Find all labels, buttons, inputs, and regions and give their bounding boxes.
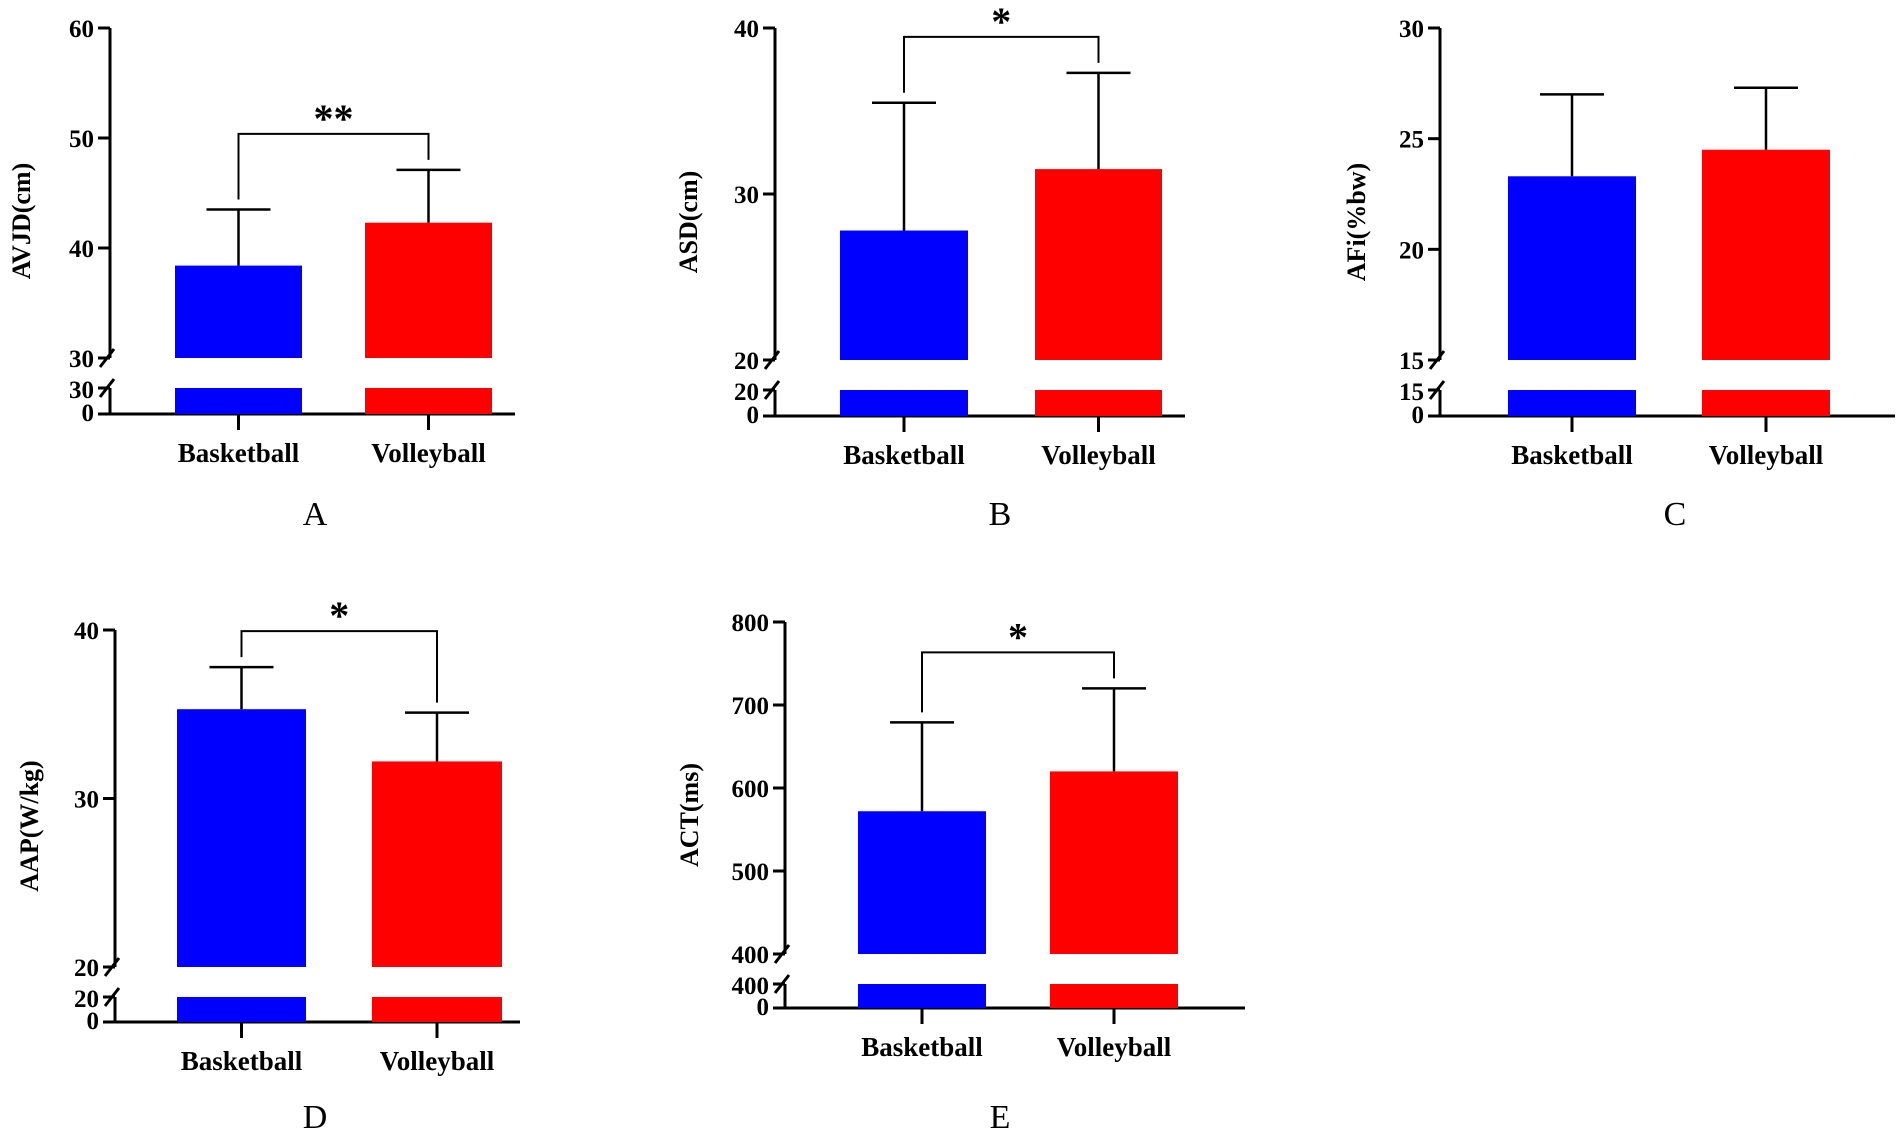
significance-marker: * xyxy=(1008,614,1028,659)
bar-lower-basketball xyxy=(175,388,302,414)
y-tick-label: 25 xyxy=(1399,127,1424,154)
y-tick-label: 30 xyxy=(69,346,94,373)
bar-volleyball xyxy=(1050,771,1178,954)
bar-lower-volleyball xyxy=(372,997,502,1022)
y-axis-label: AFi(%bw) xyxy=(1342,163,1371,281)
y-tick-label: 40 xyxy=(734,16,759,43)
bar-lower-volleyball xyxy=(1050,984,1178,1008)
y-tick-label: 20 xyxy=(74,955,99,982)
y-tick-label: 15 xyxy=(1399,379,1424,406)
y-tick-label: 400 xyxy=(732,973,770,1000)
x-tick-label: Volleyball xyxy=(1709,440,1824,470)
bar-lower-volleyball xyxy=(1702,390,1830,416)
bar-volleyball xyxy=(1035,169,1162,360)
y-tick-label: 20 xyxy=(734,379,759,406)
significance-bracket xyxy=(921,651,1115,713)
x-tick-label: Volleyball xyxy=(1057,1032,1172,1062)
y-tick-label: 400 xyxy=(732,942,770,969)
x-tick-label: Basketball xyxy=(1511,440,1633,470)
bar-basketball xyxy=(840,230,968,360)
panel-label: D xyxy=(303,1099,328,1136)
y-tick-label: 0 xyxy=(82,400,95,427)
x-tick-label: Basketball xyxy=(178,438,300,468)
panel-label: C xyxy=(1664,496,1687,533)
y-tick-label: 700 xyxy=(732,693,770,720)
bar-volleyball xyxy=(372,761,502,967)
y-tick-label: 15 xyxy=(1399,348,1424,375)
y-tick-label: 0 xyxy=(757,994,770,1021)
bar-lower-basketball xyxy=(177,997,306,1022)
y-axis-label: ACT(ms) xyxy=(675,763,704,867)
significance-bracket xyxy=(903,35,1100,93)
bar-lower-volleyball xyxy=(365,388,492,414)
bar-lower-basketball xyxy=(840,390,968,416)
significance-marker: * xyxy=(329,593,349,638)
x-tick-label: Volleyball xyxy=(1041,440,1156,470)
y-tick-label: 0 xyxy=(747,402,760,429)
y-tick-label: 500 xyxy=(732,859,770,886)
bar-basketball xyxy=(1508,176,1636,360)
significance-bracket xyxy=(240,630,438,703)
y-tick-label: 60 xyxy=(69,16,94,43)
bar-lower-basketball xyxy=(1508,390,1636,416)
y-axis-label: AVJD(cm) xyxy=(7,163,36,280)
significance-marker: ** xyxy=(314,96,354,141)
y-tick-label: 30 xyxy=(69,377,94,404)
bar-basketball xyxy=(858,811,986,954)
y-tick-label: 50 xyxy=(69,126,94,153)
bar-volleyball xyxy=(1702,149,1830,360)
y-tick-label: 30 xyxy=(74,787,99,814)
x-tick-label: Volleyball xyxy=(380,1046,495,1076)
x-tick-label: Basketball xyxy=(181,1046,303,1076)
y-tick-label: 20 xyxy=(74,986,99,1013)
bar-lower-volleyball xyxy=(1035,390,1162,416)
x-tick-label: Basketball xyxy=(843,440,965,470)
bar-basketball xyxy=(177,709,306,967)
panel-label: A xyxy=(303,496,328,533)
y-tick-label: 30 xyxy=(1399,16,1424,43)
y-tick-label: 30 xyxy=(734,182,759,209)
y-axis-label: AAP(W/kg) xyxy=(15,760,44,891)
x-tick-label: Volleyball xyxy=(371,438,486,468)
y-tick-label: 800 xyxy=(732,610,770,637)
y-axis-label: ASD(cm) xyxy=(674,171,703,274)
y-tick-label: 20 xyxy=(734,348,759,375)
bar-basketball xyxy=(175,265,302,358)
panel-label: B xyxy=(989,496,1012,533)
y-tick-label: 20 xyxy=(1399,237,1424,264)
significance-bracket xyxy=(237,132,430,200)
y-tick-label: 40 xyxy=(69,236,94,263)
y-tick-label: 40 xyxy=(74,618,99,645)
x-tick-label: Basketball xyxy=(861,1032,983,1062)
y-tick-label: 0 xyxy=(1412,402,1425,429)
y-tick-label: 0 xyxy=(87,1008,100,1035)
panel-label: E xyxy=(990,1099,1011,1136)
y-tick-label: 600 xyxy=(732,776,770,803)
bar-lower-basketball xyxy=(858,984,986,1008)
bar-volleyball xyxy=(365,222,492,358)
significance-marker: * xyxy=(991,0,1011,44)
